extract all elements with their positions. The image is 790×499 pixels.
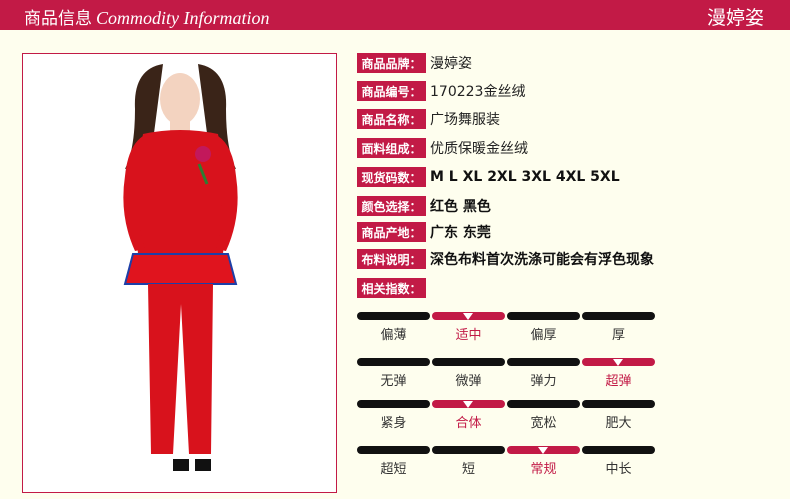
scale-option: 偏薄 xyxy=(380,328,407,343)
selected-marker-icon xyxy=(538,447,548,454)
spec-label: 现货码数： xyxy=(357,167,426,187)
scale-option: 肥大 xyxy=(605,416,632,431)
title-en: Commodity Information xyxy=(96,8,270,28)
scale-bar xyxy=(432,358,505,366)
spec-row: 商品名称： 广场舞服装 xyxy=(357,109,500,129)
spec-label: 商品品牌： xyxy=(357,53,426,73)
scale-option: 无弹 xyxy=(380,374,407,389)
scale-option: 超短 xyxy=(380,462,407,477)
index-scale: 偏薄 适中 偏厚 厚 xyxy=(357,312,655,343)
spec-row: 面料组成： 优质保暖金丝绒 xyxy=(357,138,528,158)
scale-option: 微弹 xyxy=(455,374,482,389)
scale-bar xyxy=(507,312,580,320)
spec-row: 商品品牌： 漫婷姿 xyxy=(357,53,472,73)
index-scale: 无弹 微弹 弹力 超弹 xyxy=(357,358,655,389)
scale-option: 常规 xyxy=(530,462,557,477)
spec-row: 商品产地： 广东 东莞 xyxy=(357,222,491,242)
index-scale: 超短 短 常规 中长 xyxy=(357,446,655,477)
spec-label: 相关指数： xyxy=(357,278,426,298)
spec-value: 170223金丝绒 xyxy=(430,84,526,100)
spec-label: 布料说明： xyxy=(357,249,426,269)
spec-row: 商品编号： 170223金丝绒 xyxy=(357,81,525,101)
scale-bar xyxy=(357,358,430,366)
spec-value: 漫婷姿 xyxy=(430,56,472,72)
spec-label: 商品编号： xyxy=(357,81,426,101)
selected-marker-icon xyxy=(613,359,623,366)
spec-value: 广东 东莞 xyxy=(430,225,491,241)
scale-option: 厚 xyxy=(611,328,625,343)
scale-option: 短 xyxy=(461,462,475,477)
header-bar: 商品信息 Commodity Information 漫婷姿 xyxy=(0,0,790,30)
spec-row: 相关指数： xyxy=(357,278,430,298)
scale-option: 合体 xyxy=(455,416,482,431)
product-photo xyxy=(22,53,337,493)
index-scale: 紧身 合体 宽松 肥大 xyxy=(357,400,655,431)
spec-value: 深色布料首次洗涤可能会有浮色现象 xyxy=(430,252,654,268)
spec-label: 面料组成： xyxy=(357,138,426,158)
spec-value: M L XL 2XL 3XL 4XL 5XL xyxy=(430,169,620,185)
scale-option: 超弹 xyxy=(605,374,632,389)
brand-name: 漫婷姿 xyxy=(706,7,764,29)
scale-bar xyxy=(357,400,430,408)
scale-option: 偏厚 xyxy=(530,328,557,343)
scale-bar xyxy=(432,312,505,320)
scale-bar xyxy=(357,446,430,454)
scale-bar xyxy=(582,400,655,408)
scale-option: 宽松 xyxy=(530,416,557,431)
scale-bar xyxy=(582,446,655,454)
scale-bar xyxy=(582,358,655,366)
spec-row: 布料说明： 深色布料首次洗涤可能会有浮色现象 xyxy=(357,249,654,269)
scale-bar xyxy=(507,358,580,366)
spec-row: 现货码数： M L XL 2XL 3XL 4XL 5XL xyxy=(357,167,620,187)
scale-option: 紧身 xyxy=(380,416,407,431)
title-cn: 商品信息 xyxy=(24,9,92,29)
spec-value: 广场舞服装 xyxy=(430,112,500,128)
scale-option: 弹力 xyxy=(530,374,557,389)
scale-bar xyxy=(432,446,505,454)
scale-bar xyxy=(507,400,580,408)
spec-row: 颜色选择： 红色 黑色 xyxy=(357,196,491,216)
selected-marker-icon xyxy=(463,401,473,408)
spec-label: 商品名称： xyxy=(357,109,426,129)
scale-bar xyxy=(432,400,505,408)
spec-value: 红色 黑色 xyxy=(430,199,491,215)
spec-label: 商品产地： xyxy=(357,222,426,242)
scale-option: 中长 xyxy=(605,462,632,477)
spec-value: 优质保暖金丝绒 xyxy=(430,141,528,157)
spec-label: 颜色选择： xyxy=(357,196,426,216)
selected-marker-icon xyxy=(463,313,473,320)
scale-option: 适中 xyxy=(455,328,482,343)
section-title: 商品信息 Commodity Information xyxy=(24,4,270,29)
scale-bar xyxy=(582,312,655,320)
scale-bar xyxy=(507,446,580,454)
scale-bar xyxy=(357,312,430,320)
